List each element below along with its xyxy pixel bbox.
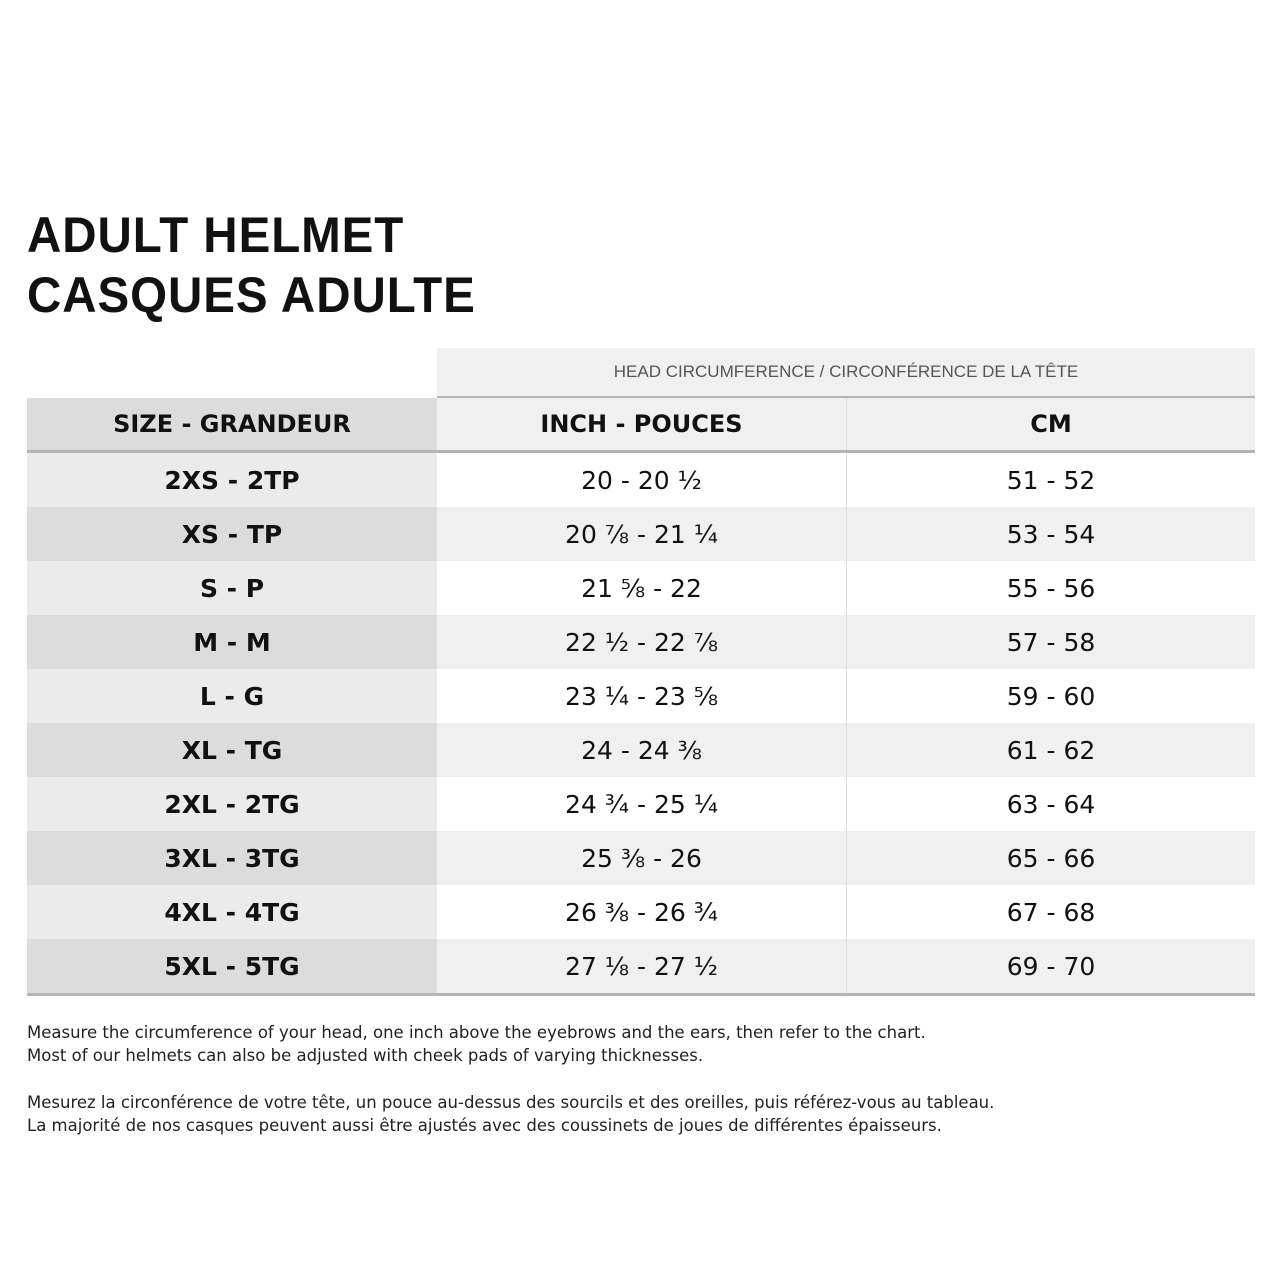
inch-cell: 26 ⅜ - 26 ¾ <box>437 885 847 939</box>
note-en-line2: Most of our helmets can also be adjusted… <box>27 1046 704 1065</box>
size-cell: 2XS - 2TP <box>27 451 437 507</box>
cm-cell: 65 - 66 <box>846 831 1255 885</box>
note-french: Mesurez la circonférence de votre tête, … <box>27 1091 994 1137</box>
size-cell: S - P <box>27 561 437 615</box>
note-en-line1: Measure the circumference of your head, … <box>27 1023 926 1042</box>
inch-cell: 27 ⅛ - 27 ½ <box>437 939 847 996</box>
size-cell: XL - TG <box>27 723 437 777</box>
size-cell: M - M <box>27 615 437 669</box>
head-circumference-group-header: HEAD CIRCUMFERENCE / CIRCONFÉRENCE DE LA… <box>437 348 1255 399</box>
table-row: 5XL - 5TG 27 ⅛ - 27 ½ 69 - 70 <box>27 939 1255 996</box>
header-row: SIZE - GRANDEUR INCH - POUCES CM <box>27 398 1255 453</box>
inch-cell: 25 ⅜ - 26 <box>437 831 847 885</box>
title-french: CASQUES ADULTE <box>27 267 476 323</box>
table-row: 3XL - 3TG 25 ⅜ - 26 65 - 66 <box>27 831 1255 885</box>
inch-cell: 24 ¾ - 25 ¼ <box>437 777 847 831</box>
size-cell: 4XL - 4TG <box>27 885 437 939</box>
cm-cell: 69 - 70 <box>846 939 1255 996</box>
cm-cell: 61 - 62 <box>846 723 1255 777</box>
size-cell: XS - TP <box>27 507 437 561</box>
cm-cell: 67 - 68 <box>846 885 1255 939</box>
inch-cell: 21 ⅝ - 22 <box>437 561 847 615</box>
table-row: XS - TP 20 ⅞ - 21 ¼ 53 - 54 <box>27 507 1255 561</box>
header-size: SIZE - GRANDEUR <box>27 398 437 453</box>
table-row: 2XS - 2TP 20 - 20 ½ 51 - 52 <box>27 451 1255 507</box>
inch-cell: 23 ¼ - 23 ⅝ <box>437 669 847 723</box>
page-title: ADULT HELMET CASQUES ADULTE <box>27 205 476 325</box>
cm-cell: 59 - 60 <box>846 669 1255 723</box>
cm-cell: 57 - 58 <box>846 615 1255 669</box>
note-fr-line2: La majorité de nos casques peuvent aussi… <box>27 1116 942 1135</box>
size-chart-table: SIZE - GRANDEUR INCH - POUCES CM 2XS - 2… <box>27 398 1255 996</box>
inch-cell: 20 ⅞ - 21 ¼ <box>437 507 847 561</box>
size-cell: L - G <box>27 669 437 723</box>
cm-cell: 51 - 52 <box>846 451 1255 507</box>
table-row: S - P 21 ⅝ - 22 55 - 56 <box>27 561 1255 615</box>
table-row: L - G 23 ¼ - 23 ⅝ 59 - 60 <box>27 669 1255 723</box>
inch-cell: 22 ½ - 22 ⅞ <box>437 615 847 669</box>
size-cell: 3XL - 3TG <box>27 831 437 885</box>
header-inch: INCH - POUCES <box>437 398 847 453</box>
title-english: ADULT HELMET <box>27 207 405 263</box>
inch-cell: 20 - 20 ½ <box>437 451 847 507</box>
size-cell: 2XL - 2TG <box>27 777 437 831</box>
size-cell: 5XL - 5TG <box>27 939 437 996</box>
cm-cell: 55 - 56 <box>846 561 1255 615</box>
note-fr-line1: Mesurez la circonférence de votre tête, … <box>27 1093 995 1112</box>
cm-cell: 53 - 54 <box>846 507 1255 561</box>
inch-cell: 24 - 24 ⅜ <box>437 723 847 777</box>
table-row: XL - TG 24 - 24 ⅜ 61 - 62 <box>27 723 1255 777</box>
measurement-notes: Measure the circumference of your head, … <box>27 1021 994 1161</box>
header-cm: CM <box>846 398 1255 453</box>
table-row: 4XL - 4TG 26 ⅜ - 26 ¾ 67 - 68 <box>27 885 1255 939</box>
table-row: 2XL - 2TG 24 ¾ - 25 ¼ 63 - 64 <box>27 777 1255 831</box>
table-row: M - M 22 ½ - 22 ⅞ 57 - 58 <box>27 615 1255 669</box>
note-english: Measure the circumference of your head, … <box>27 1021 994 1067</box>
cm-cell: 63 - 64 <box>846 777 1255 831</box>
